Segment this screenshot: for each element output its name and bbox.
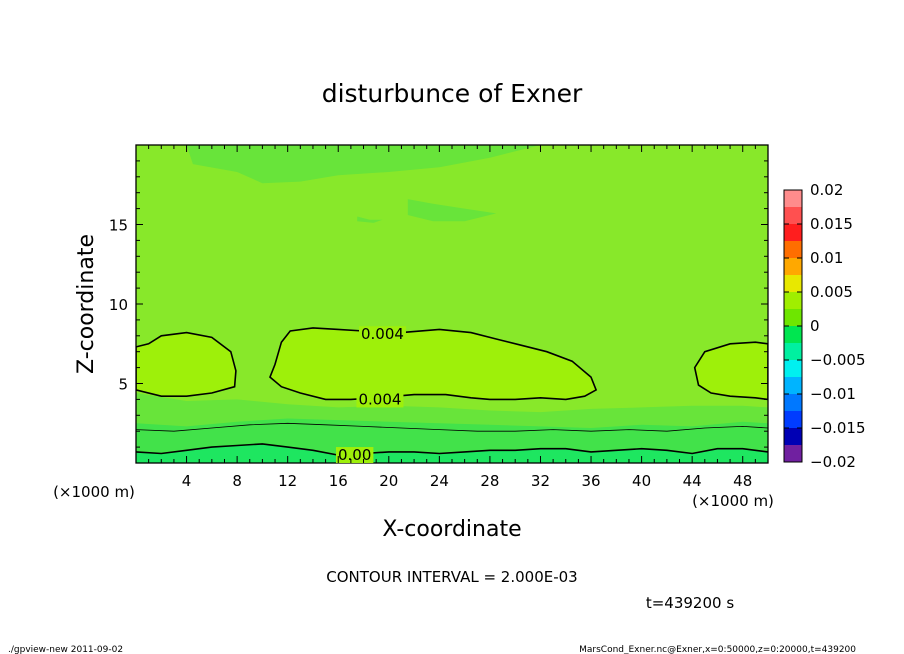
x-axis-label: X-coordinate: [382, 517, 521, 542]
chart-title: disturbunce of Exner: [322, 79, 583, 108]
x-tick-label-32: 32: [531, 472, 550, 490]
x-tick-label-4: 4: [182, 472, 192, 490]
colorbar-tick-labels: 0.02 0.015 0.01 0.005 0 −0.005 −0.01 −0.015 −0.0…: [784, 181, 866, 471]
colorbar-level-14: [784, 428, 802, 446]
field-region-inner: [270, 327, 597, 400]
colorbar-level-3: [784, 241, 802, 259]
y-tick-label-5: 5: [118, 376, 128, 394]
colorbar-level-15: [784, 445, 802, 463]
contour-labels: 0.004 0.004 0.00: [335, 325, 406, 464]
colorbar-level-5: [784, 275, 802, 293]
colorbar-tick-label-5: −0.005: [810, 351, 866, 369]
contour-label-bg: [356, 391, 404, 408]
contour-label-0: 0.004: [361, 325, 404, 343]
x-axis-ticks: 4 8 12 16 20 24 28 32 36 40 44 48: [135, 145, 769, 490]
colorbar-level-1: [784, 207, 802, 225]
contour-label-2: 0.00: [338, 446, 371, 464]
footer-left: ./gpview-new 2011-09-02: [8, 645, 123, 654]
plot-area: [136, 145, 768, 463]
colorbar-tick-label-1: 0.015: [810, 215, 853, 233]
contour-line-0.004-left: [136, 331, 237, 398]
colorbar-level-6: [784, 292, 802, 310]
colorbar-level-8: [784, 326, 802, 344]
contour-label-bg: [359, 326, 406, 343]
x-tick-label-24: 24: [430, 472, 449, 490]
x-tick-label-12: 12: [278, 472, 297, 490]
colorbar-tick-label-0: 0.02: [810, 181, 843, 199]
colorbar-tick-label-6: −0.01: [810, 385, 856, 403]
x-tick-label-8: 8: [232, 472, 242, 490]
field-region-inner: [694, 342, 768, 400]
contour-line-0.000: [136, 443, 768, 456]
x-unit-label-left: (×1000 m): [53, 483, 135, 501]
colorbar-tick-label-3: 0.005: [810, 283, 853, 301]
x-tick-label-40: 40: [632, 472, 651, 490]
contour-label-1: 0.004: [358, 390, 401, 408]
colorbar-level-9: [784, 343, 802, 361]
x-tick-label-36: 36: [581, 472, 600, 490]
colorbar-tick-label-2: 0.01: [810, 249, 843, 267]
colorbar-level-2: [784, 224, 802, 242]
colorbar-tick-label-7: −0.015: [810, 419, 866, 437]
x-tick-label-28: 28: [480, 472, 499, 490]
field-region-mid: [407, 199, 497, 222]
colorbar-level-7: [784, 309, 802, 327]
colorbar-level-0: [784, 190, 802, 208]
colorbar-tick-label-4: 0: [810, 317, 820, 335]
y-axis-label: Z-coordinate: [74, 234, 99, 374]
x-tick-label-20: 20: [379, 472, 398, 490]
x-tick-label-44: 44: [683, 472, 702, 490]
colorbar-level-13: [784, 411, 802, 429]
contour-line-0.002: [136, 422, 768, 432]
time-label: t=439200 s: [646, 594, 734, 612]
y-axis-ticks: 5 10 15: [109, 144, 768, 464]
field-region-top: [186, 145, 541, 184]
colorbar-level-12: [784, 394, 802, 412]
x-unit-label-right: (×1000 m): [692, 492, 774, 510]
field-region-mid-small: [357, 216, 383, 223]
colorbar-level-11: [784, 377, 802, 395]
y-tick-label-10: 10: [109, 296, 128, 314]
footer-right: MarsCond_Exner.nc@Exner,x=0:50000,z=0:20…: [579, 645, 856, 654]
contour-interval-note: CONTOUR INTERVAL = 2.000E-03: [326, 568, 577, 586]
colorbar-tick-label-8: −0.02: [810, 453, 856, 471]
x-tick-label-16: 16: [329, 472, 348, 490]
contour-line-0.004-right: [693, 341, 768, 401]
colorbar-level-4: [784, 258, 802, 276]
field-region-inner: [136, 332, 236, 397]
x-tick-label-48: 48: [733, 472, 752, 490]
contour-label-bg: [335, 447, 374, 464]
y-tick-label-15: 15: [109, 217, 128, 235]
colorbar-level-10: [784, 360, 802, 378]
